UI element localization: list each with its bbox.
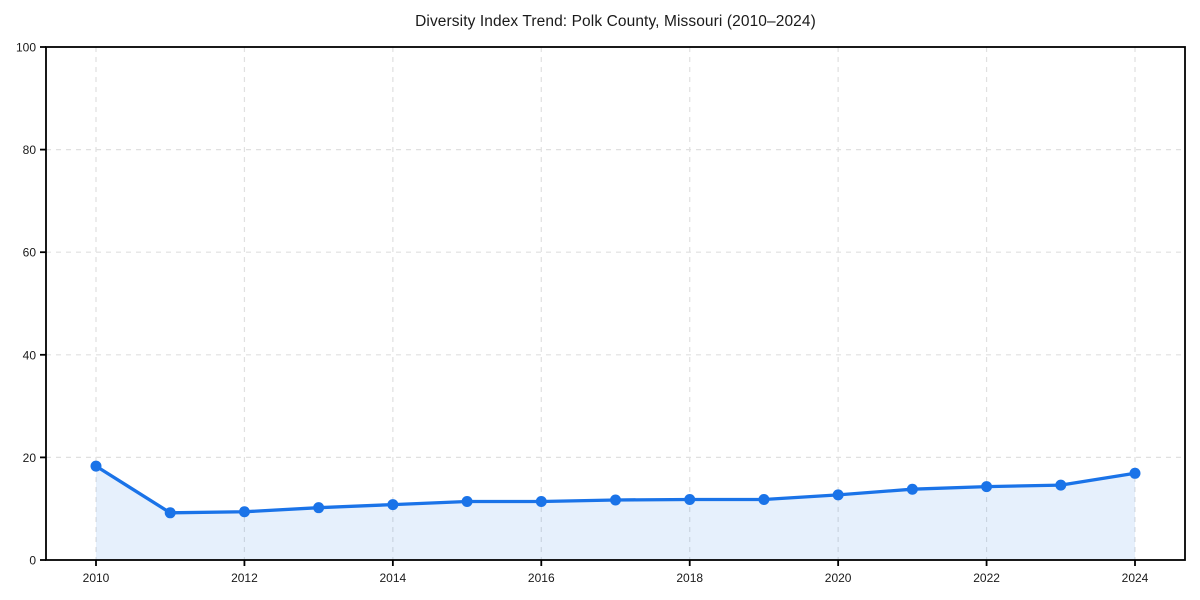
x-axis-tick-label: 2010 [83,571,110,585]
x-axis-tick-label: 2022 [973,571,1000,585]
y-axis-tick-label: 80 [23,143,37,157]
data-point-marker [610,494,621,506]
data-point-marker [1055,479,1067,491]
x-axis-tick-label: 2018 [676,571,703,585]
data-point-marker [906,483,918,495]
y-axis-tick-label: 60 [23,246,37,260]
chart-title: Diversity Index Trend: Polk County, Miss… [415,13,816,30]
y-axis-tick-label: 40 [23,348,37,362]
data-point-marker [832,489,844,501]
y-axis-tick-label: 0 [29,554,36,568]
data-point-marker [535,496,547,508]
data-point-marker [164,507,176,519]
plot-border [45,46,1186,561]
data-point-marker [313,502,325,514]
x-axis-tick-label: 2016 [528,571,555,585]
data-point-marker [1129,467,1141,479]
data-point-marker [238,506,250,518]
data-point-marker [684,493,696,505]
area-fill [96,466,1135,560]
y-axis-tick-label: 100 [16,41,36,55]
y-axis-tick-label: 20 [23,451,37,465]
x-axis-tick-label: 2014 [380,571,407,585]
data-point-marker [90,460,102,472]
x-axis-tick-label: 2024 [1122,571,1149,585]
data-point-marker [981,481,993,493]
data-point-marker [461,496,473,508]
data-point-marker [387,499,399,511]
x-axis-tick-label: 2020 [825,571,852,585]
x-axis-tick-label: 2012 [231,571,258,585]
data-point-marker [758,493,770,505]
